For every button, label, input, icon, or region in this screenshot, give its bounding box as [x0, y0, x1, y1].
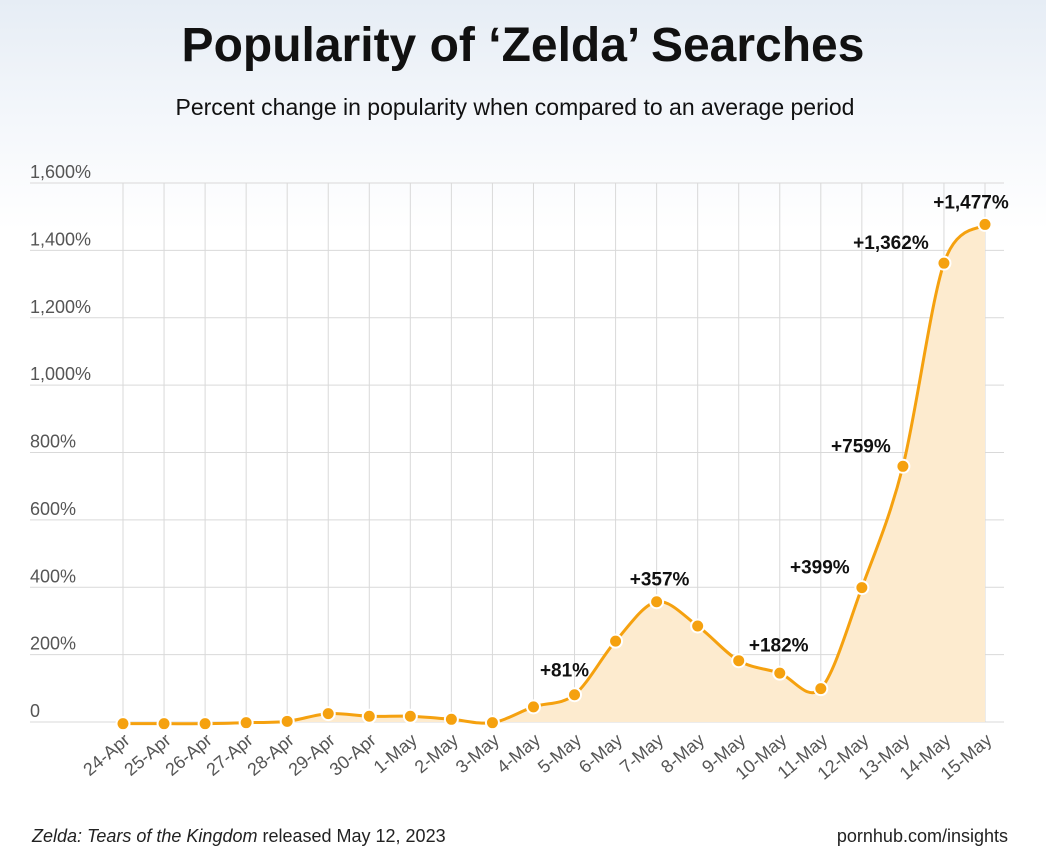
data-point-15-May: [977, 216, 993, 232]
data-point-12-May: [854, 580, 870, 596]
data-point-8-May: [690, 618, 706, 634]
data-point-26-Apr: [197, 716, 213, 732]
x-tick-label: 29-Apr: [285, 730, 339, 780]
data-point-2-May: [443, 711, 459, 727]
x-tick-label: 1-May: [370, 730, 421, 777]
data-label: +182%: [749, 636, 809, 657]
x-tick-label: 24-Apr: [79, 730, 133, 780]
data-point-3-May: [484, 715, 500, 731]
data-label: +399%: [790, 558, 850, 579]
marker-layer: [115, 216, 993, 732]
release-date-text: released May 12, 2023: [257, 826, 446, 846]
x-tick-label: 3-May: [452, 730, 503, 777]
data-label: +1,477%: [933, 192, 1009, 213]
y-tick-label: 1,600%: [30, 162, 91, 182]
y-tick-label: 1,400%: [30, 229, 91, 249]
data-label: +1,362%: [853, 233, 929, 254]
data-point-5-May: [567, 687, 583, 703]
data-point-24-Apr: [115, 716, 131, 732]
game-title: Zelda: Tears of the Kingdom: [32, 826, 258, 846]
area-fill: [123, 224, 985, 724]
data-point-4-May: [525, 699, 541, 715]
y-tick-label: 0: [30, 701, 40, 721]
x-tick-label: 26-Apr: [161, 730, 215, 780]
label-layer: +81% +357% +182% +399% +759% +1,362%+1,477%: [540, 192, 1009, 681]
y-tick-label: 200%: [30, 634, 76, 654]
data-point-11-May: [813, 681, 829, 697]
x-tick-label: 30-Apr: [326, 730, 380, 780]
area-layer: [122, 223, 987, 726]
data-point-7-May: [649, 594, 665, 610]
chart-subtitle: Percent change in popularity when compar…: [175, 94, 855, 120]
release-footnote: Zelda: Tears of the Kingdom released May…: [32, 826, 446, 847]
chart-title: Popularity of ‘Zelda’ Searches: [181, 19, 865, 72]
data-point-27-Apr: [238, 715, 254, 731]
data-point-14-May: [936, 255, 952, 271]
x-tick-label: 4-May: [493, 730, 544, 777]
data-point-30-Apr: [361, 708, 377, 724]
x-tick-label: 7-May: [616, 730, 667, 777]
data-point-9-May: [731, 653, 747, 669]
data-point-10-May: [772, 665, 788, 681]
data-point-25-Apr: [156, 716, 172, 732]
x-tick-label: 27-Apr: [202, 730, 256, 780]
x-tick-label: 8-May: [657, 730, 708, 777]
data-point-13-May: [895, 458, 911, 474]
data-point-1-May: [402, 708, 418, 724]
data-label: +759%: [831, 436, 891, 457]
x-tick-label: 5-May: [534, 730, 585, 777]
y-tick-label: 800%: [30, 432, 76, 452]
y-tick-label: 1,000%: [30, 364, 91, 384]
data-label: +81%: [540, 661, 589, 682]
x-tick-label: 25-Apr: [120, 730, 174, 780]
data-point-6-May: [608, 633, 624, 649]
x-tick-label: 6-May: [575, 730, 626, 777]
source-credit: pornhub.com/insights: [836, 826, 1008, 846]
data-point-29-Apr: [320, 706, 336, 722]
x-tick-label: 28-Apr: [244, 730, 298, 780]
y-tick-label: 400%: [30, 566, 76, 586]
data-point-28-Apr: [279, 713, 295, 729]
data-label: +357%: [630, 570, 690, 591]
y-tick-label: 1,200%: [30, 297, 91, 317]
x-tick-label: 2-May: [411, 730, 462, 777]
y-tick-label: 600%: [30, 499, 76, 519]
